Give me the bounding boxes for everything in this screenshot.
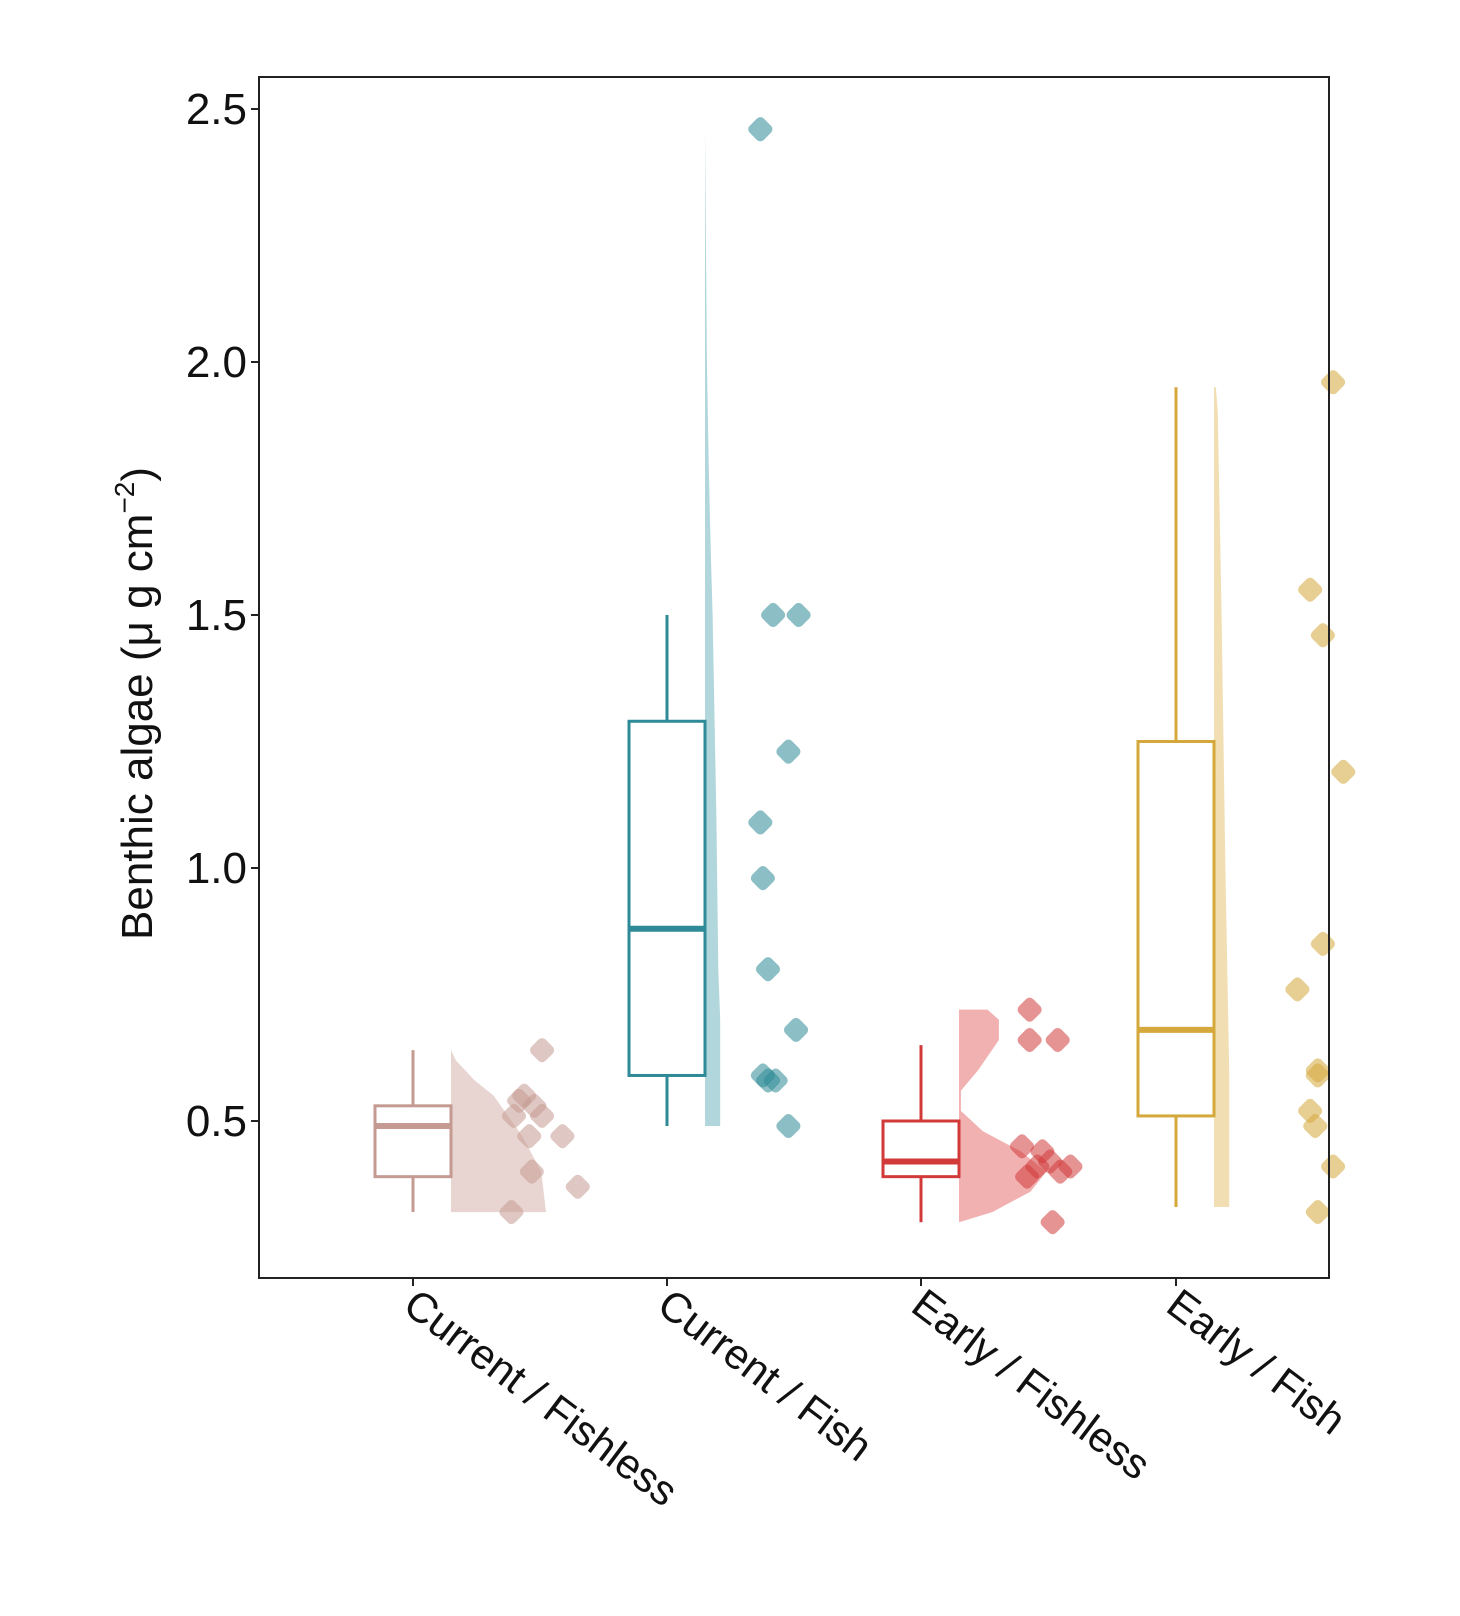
data-point (755, 957, 781, 982)
group-early-fishless (881, 997, 1083, 1235)
data-point (1305, 1200, 1330, 1225)
y-axis-title: Benthic algae (μ g cm−2) (109, 467, 162, 940)
group-current-fishless (373, 1038, 590, 1225)
data-point (501, 1103, 527, 1129)
density-shape (1214, 387, 1230, 1208)
data-point (1321, 1154, 1346, 1179)
x-tick-label: Early / Fish (1159, 1280, 1355, 1444)
y-axis: 0.5 1.0 1.5 2.0 2.5 (186, 85, 259, 1146)
y-tick-label: 1.5 (186, 591, 247, 640)
x-tick-label: Current / Fishless (396, 1280, 687, 1516)
y-axis-title-text: Benthic algae (μ g cm (113, 514, 162, 940)
data-point (1305, 1063, 1330, 1088)
data-point (1331, 759, 1356, 784)
data-point (519, 1159, 544, 1184)
y-tick-label: 2.5 (186, 85, 247, 134)
data-point (748, 810, 773, 835)
data-point (1285, 977, 1310, 1002)
data-point (1058, 1154, 1083, 1179)
data-point (783, 1017, 809, 1042)
data-point (529, 1038, 555, 1063)
group-early-fish (1136, 370, 1356, 1225)
data-point (1017, 997, 1042, 1022)
data-point (761, 602, 786, 628)
data-point (1040, 1210, 1065, 1235)
y-tick-label: 0.5 (186, 1097, 247, 1146)
data-point (1045, 1027, 1070, 1053)
box-iqr (1136, 740, 1216, 1118)
data-point (550, 1124, 575, 1149)
data-point (1017, 1027, 1042, 1053)
y-tick-label: 1.0 (186, 844, 247, 893)
y-axis-title-suffix: ) (113, 467, 162, 482)
group-current-fish (627, 117, 811, 1139)
data-point (1310, 931, 1335, 956)
data-point (750, 866, 775, 891)
data-point (499, 1200, 524, 1225)
y-tick-label: 2.0 (186, 338, 247, 387)
plot-frame (258, 76, 1330, 1279)
data-point (763, 1068, 788, 1093)
data-point (1015, 1164, 1040, 1189)
data-point (529, 1103, 555, 1129)
plot-area (373, 117, 1356, 1235)
data-point (776, 1113, 801, 1139)
x-tick-label: Current / Fish (650, 1280, 881, 1471)
data-point (1321, 370, 1346, 395)
data-point (1009, 1134, 1035, 1159)
data-point (786, 602, 811, 628)
data-point (776, 739, 801, 764)
data-point (1303, 1113, 1328, 1139)
box-iqr (627, 719, 707, 1077)
data-point (517, 1124, 542, 1149)
box-iqr (881, 1119, 961, 1179)
x-tick-label: Early / Fishless (904, 1280, 1160, 1489)
data-point (565, 1174, 590, 1199)
box-iqr (373, 1104, 453, 1179)
y-axis-title-superscript: −2 (109, 482, 140, 514)
density-shape (705, 129, 721, 1127)
data-point (1310, 623, 1335, 648)
data-point (1298, 577, 1323, 602)
data-point (748, 117, 773, 142)
